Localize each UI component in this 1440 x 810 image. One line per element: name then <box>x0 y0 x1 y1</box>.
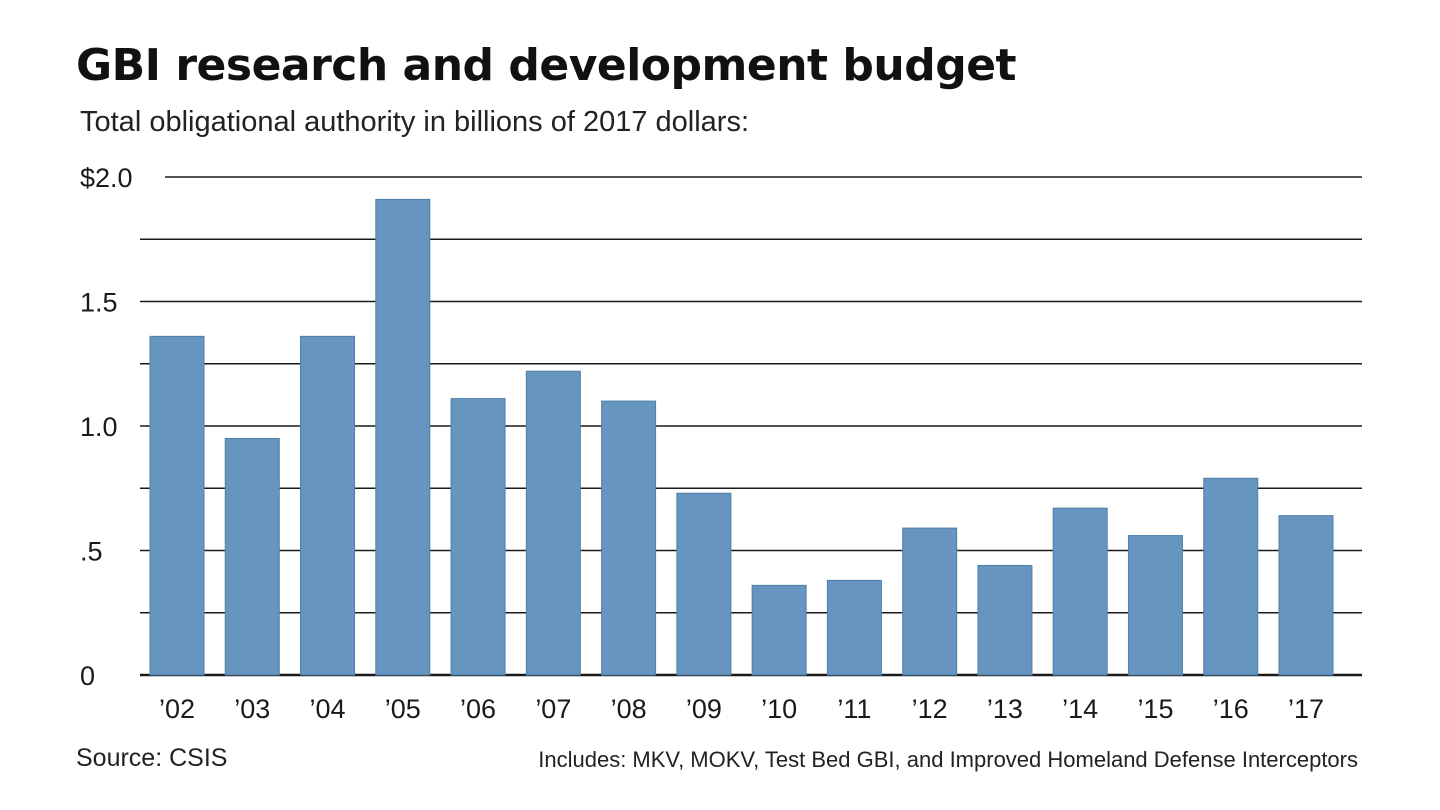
bar-9 <box>826 579 882 676</box>
x-tick-label: ’17 <box>1288 694 1324 724</box>
x-tick-label: ’05 <box>385 694 421 724</box>
x-tick-label: ’16 <box>1213 694 1249 724</box>
source-note: Source: CSIS <box>76 744 228 772</box>
x-axis-ticks: ’02 ’03 ’04 ’05 ’06 ’07 ’08 ’09 ’10 ’11 ’12 ’13 ’14 ’… <box>159 694 1324 724</box>
x-tick-label: ’02 <box>159 694 195 724</box>
x-tick-label: ’14 <box>1062 694 1098 724</box>
bar-12 <box>1052 507 1108 676</box>
x-tick-label: ’08 <box>611 694 647 724</box>
bar-14 <box>1203 477 1259 676</box>
bar-8 <box>751 584 807 676</box>
y-tick-label: 1.0 <box>80 412 118 442</box>
bar-6 <box>601 400 657 676</box>
x-tick-label: ’03 <box>234 694 270 724</box>
y-tick-label: $2.0 <box>80 163 133 193</box>
x-tick-label: ’06 <box>460 694 496 724</box>
bar-2 <box>300 335 356 676</box>
x-tick-label: ’15 <box>1137 694 1173 724</box>
x-tick-label: ’13 <box>987 694 1023 724</box>
chart-subtitle: Total obligational authority in billions… <box>80 106 750 138</box>
bar-5 <box>525 370 581 676</box>
bars <box>149 198 1334 676</box>
x-tick-label: ’12 <box>912 694 948 724</box>
bar-1 <box>224 437 280 676</box>
x-tick-label: ’10 <box>761 694 797 724</box>
x-tick-label: ’09 <box>686 694 722 724</box>
y-tick-label: .5 <box>80 537 103 567</box>
bar-3 <box>375 198 431 676</box>
includes-note: Includes: MKV, MOKV, Test Bed GBI, and I… <box>538 747 1358 772</box>
y-axis-ticks: 0 .5 1.0 1.5 $2.0 <box>80 163 133 691</box>
x-tick-label: ’07 <box>535 694 571 724</box>
bar-7 <box>676 492 732 676</box>
bar-11 <box>977 564 1033 676</box>
bar-0 <box>149 335 205 676</box>
chart-title: GBI research and development budget <box>76 40 1017 91</box>
y-tick-label: 1.5 <box>80 288 118 318</box>
x-tick-label: ’11 <box>837 694 871 724</box>
y-tick-label: 0 <box>80 661 95 691</box>
bar-10 <box>902 527 958 676</box>
bar-4 <box>450 398 506 676</box>
x-tick-label: ’04 <box>310 694 346 724</box>
bar-13 <box>1127 535 1183 676</box>
bar-15 <box>1278 515 1334 676</box>
